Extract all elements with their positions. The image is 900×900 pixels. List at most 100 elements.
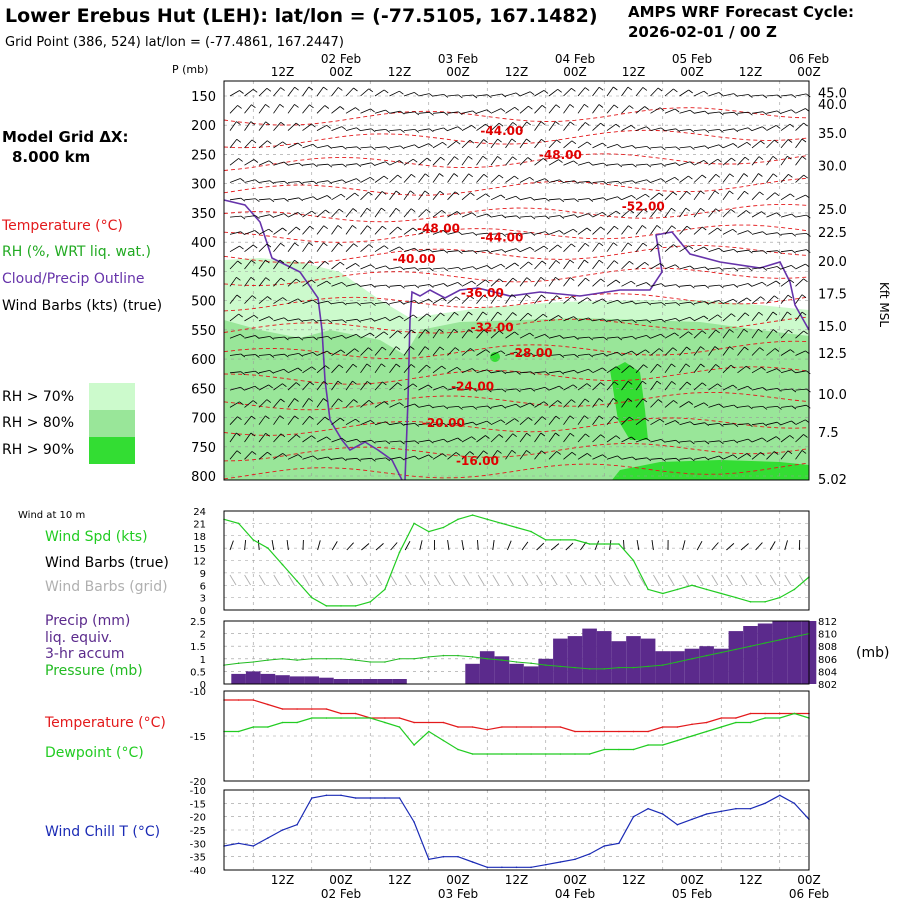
wind-barb bbox=[461, 94, 474, 97]
wind-barb bbox=[360, 108, 371, 114]
wind-barb bbox=[302, 366, 312, 374]
wind-barb bbox=[737, 453, 748, 460]
top-hour-tick: 00Z bbox=[329, 65, 353, 79]
wind-barb-flag bbox=[787, 311, 792, 316]
wind-barb-flag bbox=[603, 353, 608, 357]
wind-barb-flag bbox=[585, 433, 590, 438]
wind-barb bbox=[606, 381, 615, 391]
wind-barb-flag bbox=[414, 111, 420, 116]
wind-barb-flag bbox=[410, 208, 416, 213]
wind-barb bbox=[708, 247, 720, 253]
wind-barb-flag bbox=[352, 208, 358, 212]
wind-barb-true bbox=[755, 542, 763, 551]
wind-barb bbox=[345, 146, 357, 149]
wind-barb bbox=[693, 226, 703, 235]
panel-tick-label: 0.5 bbox=[190, 667, 206, 678]
panel-tick-label: -10 bbox=[190, 786, 206, 797]
wind-barb-flag bbox=[240, 353, 246, 358]
temperature-line-point bbox=[428, 721, 430, 724]
wind-barb bbox=[737, 249, 749, 253]
wind-barb-flag bbox=[385, 457, 391, 462]
dewpoint-line-point bbox=[632, 748, 635, 751]
temperature-contour bbox=[223, 462, 810, 480]
wind-barb bbox=[360, 128, 372, 131]
wind-barb-flag bbox=[439, 173, 444, 177]
wind-barb-flag bbox=[487, 388, 492, 393]
wind-barb-flag bbox=[366, 363, 372, 368]
wind-barb-flag bbox=[240, 178, 245, 182]
wind-barb-flag bbox=[356, 457, 362, 462]
wind-barb bbox=[287, 86, 295, 97]
wind-barb bbox=[316, 242, 324, 252]
wind-barb-grid bbox=[740, 574, 748, 586]
bottom-hour-tick: 00Z bbox=[680, 873, 704, 887]
wind-barb bbox=[403, 284, 415, 287]
wind-barb bbox=[679, 316, 691, 322]
wind-barb bbox=[258, 384, 269, 391]
wind-barb-flag bbox=[470, 348, 475, 352]
wind-barb bbox=[635, 146, 647, 149]
pressure-line-point bbox=[618, 666, 620, 669]
wind-barb bbox=[650, 127, 662, 131]
dewpoint-line-point bbox=[647, 744, 649, 746]
wind-barb bbox=[519, 261, 529, 270]
wind-barb-flag bbox=[382, 381, 387, 386]
wind-barb-flag bbox=[526, 277, 531, 281]
wind-barb-flag bbox=[309, 104, 314, 109]
wind-barb-flag bbox=[400, 266, 405, 271]
wind-barb bbox=[302, 455, 314, 460]
wind-barb bbox=[273, 227, 283, 235]
wind-barb-flag bbox=[761, 437, 767, 442]
wind-barb bbox=[287, 142, 299, 149]
wind-barb-grid bbox=[477, 574, 485, 586]
wind-barb-flag bbox=[584, 87, 590, 91]
wind-chill-line-point bbox=[735, 807, 737, 810]
wind-barb-grid bbox=[492, 574, 500, 586]
wind-barb-flag bbox=[497, 450, 502, 454]
wind-barb-flag bbox=[632, 456, 637, 461]
wind-barb bbox=[693, 422, 705, 426]
wind-barb-flag bbox=[428, 454, 433, 459]
wind-barb bbox=[650, 283, 662, 287]
wind-barb-flag bbox=[588, 368, 593, 373]
wind-barb bbox=[403, 329, 412, 339]
pressure-line-point bbox=[588, 668, 591, 670]
wind-barb bbox=[693, 382, 703, 391]
wind-barb bbox=[244, 260, 252, 270]
wind-barb bbox=[447, 282, 458, 287]
wind-barb bbox=[476, 435, 486, 443]
wind-barb bbox=[345, 363, 354, 374]
wind-barb bbox=[664, 244, 674, 253]
wind-barb bbox=[490, 174, 500, 183]
wind-barb-flag bbox=[238, 158, 243, 162]
wind-barb bbox=[374, 191, 383, 201]
kft-tick-label: 5.02 bbox=[818, 473, 847, 488]
wind-barb-flag bbox=[352, 225, 357, 229]
wind-barb bbox=[374, 301, 386, 304]
wind-barb-flag bbox=[719, 440, 724, 445]
wind-barb-flag bbox=[617, 180, 623, 185]
wind-chill-line-point bbox=[471, 861, 474, 863]
dewpoint-line-point bbox=[486, 753, 489, 755]
wind-barb-flag bbox=[472, 94, 478, 99]
wind-barb-flag bbox=[526, 432, 531, 437]
wind-barb-flag bbox=[327, 163, 333, 168]
wind-barb bbox=[708, 92, 720, 97]
wind-barb-flag bbox=[791, 265, 796, 269]
dewpoint-line-point bbox=[457, 748, 459, 751]
pressure-tick-label: 250 bbox=[191, 148, 216, 163]
wind-barb-flag bbox=[615, 123, 621, 128]
wind-barb bbox=[345, 283, 357, 287]
wind-barb-grid bbox=[404, 574, 412, 586]
wind-barb-flag bbox=[428, 248, 434, 253]
wind-barb-flag bbox=[368, 399, 374, 404]
wind-barb-flag bbox=[414, 92, 419, 96]
precip-bar bbox=[319, 677, 334, 684]
wind-barb bbox=[374, 129, 386, 131]
wind-barb bbox=[418, 329, 426, 339]
wind-barb-flag bbox=[487, 250, 492, 254]
wind-barb-flag bbox=[774, 348, 780, 352]
wind-barb-flag bbox=[371, 284, 376, 288]
wind-barb-true bbox=[769, 541, 776, 551]
wind-barb-flag bbox=[342, 301, 347, 306]
